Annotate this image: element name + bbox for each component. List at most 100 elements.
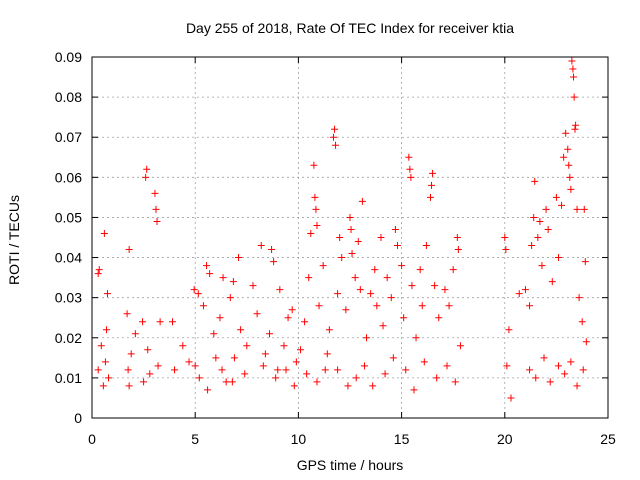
- data-point: [243, 342, 251, 350]
- data-point: [507, 394, 515, 402]
- data-point: [323, 350, 331, 358]
- data-point: [235, 254, 243, 262]
- data-point: [127, 350, 135, 358]
- data-point: [383, 274, 391, 282]
- data-point: [443, 362, 451, 370]
- data-point: [305, 274, 313, 282]
- data-point: [348, 250, 356, 258]
- data-point: [515, 290, 523, 298]
- data-point: [325, 326, 333, 334]
- data-point: [228, 378, 236, 386]
- data-point: [151, 189, 159, 197]
- data-point: [203, 262, 211, 270]
- data-point: [352, 374, 360, 382]
- data-point: [538, 262, 546, 270]
- data-point: [429, 169, 437, 177]
- data-point: [546, 378, 554, 386]
- data-point: [241, 370, 249, 378]
- data-point: [571, 125, 579, 133]
- data-point: [310, 161, 318, 169]
- data-point: [580, 205, 588, 213]
- ticks: [91, 56, 609, 419]
- data-point: [276, 286, 284, 294]
- data-point: [369, 382, 377, 390]
- data-point: [103, 290, 111, 298]
- y-tick-label: 0.03: [55, 290, 82, 306]
- data-point: [195, 374, 203, 382]
- data-point: [526, 302, 534, 310]
- data-point: [371, 266, 379, 274]
- data-point: [569, 65, 577, 73]
- data-point: [453, 234, 461, 241]
- data-point: [562, 129, 570, 137]
- data-point: [435, 314, 443, 322]
- x-tick-label: 20: [497, 431, 513, 447]
- x-tick-label: 0: [88, 431, 96, 447]
- data-point: [332, 141, 340, 149]
- data-point: [531, 177, 539, 185]
- data-point: [105, 374, 113, 382]
- data-point: [433, 374, 441, 382]
- data-point: [422, 242, 430, 250]
- y-tick-label: 0.04: [55, 250, 82, 266]
- data-point: [582, 338, 590, 346]
- data-point: [95, 266, 103, 274]
- data-point: [319, 262, 327, 270]
- data-point: [412, 334, 420, 342]
- data-point: [534, 234, 542, 241]
- data-point: [99, 382, 107, 390]
- data-point: [311, 193, 319, 201]
- y-tick-label: 0.06: [55, 169, 82, 185]
- data-point: [387, 294, 395, 302]
- data-point: [100, 229, 108, 237]
- data-point: [191, 362, 199, 370]
- data-point: [282, 366, 290, 374]
- data-point: [567, 358, 575, 366]
- data-point: [381, 370, 389, 378]
- x-tick-label: 5: [191, 431, 199, 447]
- data-point: [581, 258, 589, 266]
- data-point: [454, 246, 462, 254]
- y-tick-label: 0: [74, 410, 82, 426]
- data-point: [578, 318, 586, 326]
- data-point: [142, 173, 150, 181]
- data-point: [416, 266, 424, 274]
- data-point: [334, 290, 342, 298]
- data-point: [185, 358, 193, 366]
- y-tick-labels: 0 0.01 0.02 0.03 0.04 0.05 0.06 0.07 0.08 0.09: [55, 49, 82, 426]
- data-point: [102, 326, 110, 334]
- data-point: [307, 229, 315, 237]
- data-points: [94, 57, 590, 402]
- data-point: [360, 362, 368, 370]
- data-point: [544, 225, 552, 233]
- data-point: [125, 246, 133, 254]
- data-point: [410, 386, 418, 394]
- data-point: [431, 282, 439, 290]
- data-point: [542, 205, 550, 213]
- data-point: [552, 193, 560, 201]
- data-point: [270, 258, 278, 266]
- y-tick-label: 0.08: [55, 89, 82, 105]
- data-point: [530, 213, 538, 221]
- data-point: [124, 366, 132, 374]
- data-point: [363, 334, 371, 342]
- data-point: [179, 342, 187, 350]
- data-point: [266, 330, 274, 338]
- data-point: [292, 358, 300, 366]
- data-point: [261, 350, 269, 358]
- data-point: [334, 366, 342, 374]
- data-point: [296, 346, 304, 354]
- data-point: [338, 254, 346, 262]
- data-point: [558, 201, 566, 209]
- data-point: [280, 342, 288, 350]
- data-point: [253, 310, 261, 318]
- data-point: [216, 314, 224, 322]
- data-point: [548, 278, 556, 286]
- data-point: [206, 270, 214, 278]
- grid: [92, 57, 608, 418]
- data-point: [565, 161, 573, 169]
- data-point: [445, 302, 453, 310]
- x-tick-labels: 0 5 10 15 20 25: [88, 431, 616, 447]
